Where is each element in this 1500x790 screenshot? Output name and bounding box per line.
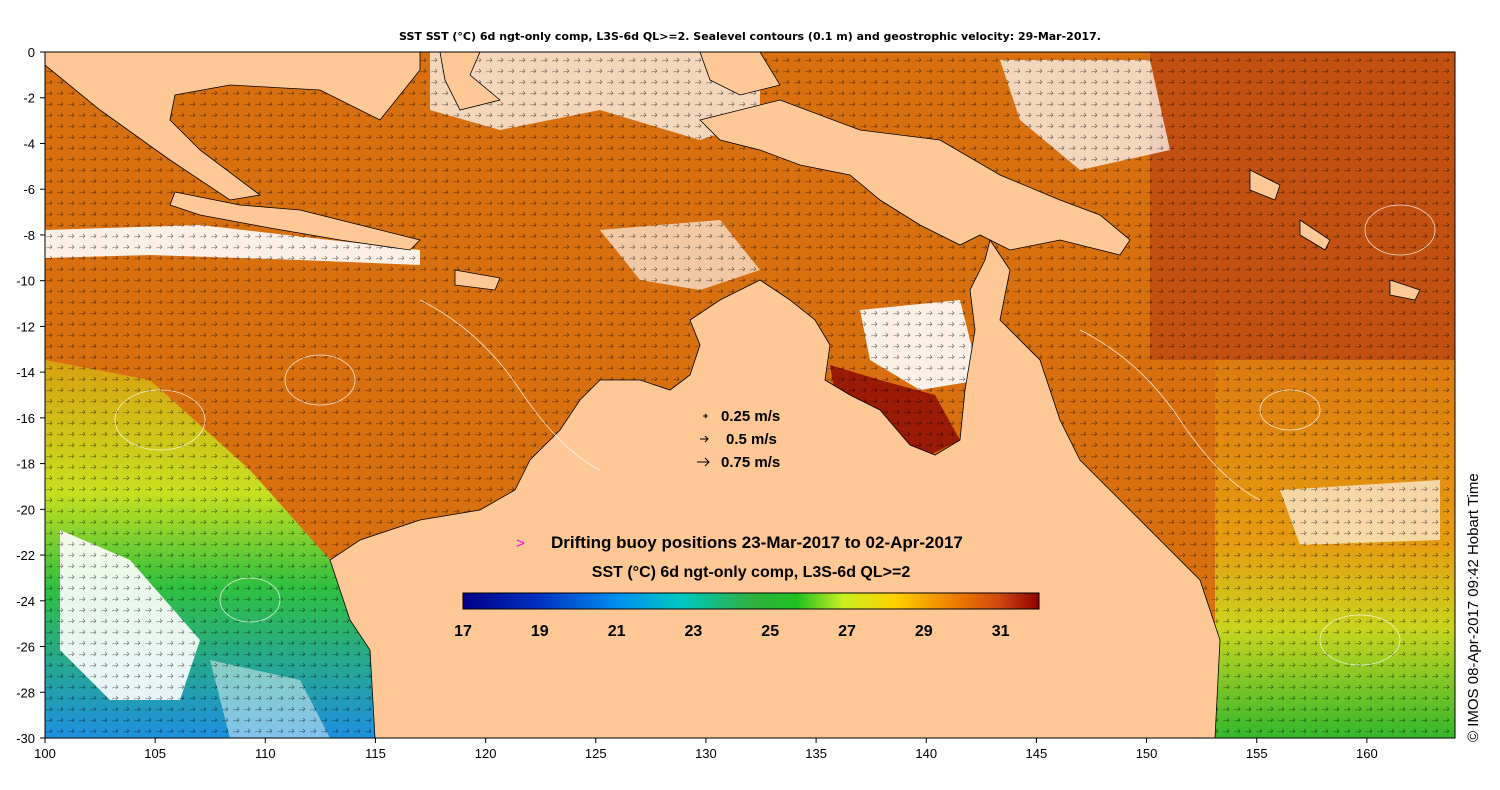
colorbar: SST (°C) 6d ngt-only comp, L3S-6d QL>=2 … (454, 564, 1040, 640)
colorbar-tick-label: 21 (608, 623, 626, 640)
colorbar-tick-label: 23 (685, 623, 703, 640)
land (44, 51, 1421, 739)
x-tick-label: 110 (255, 746, 276, 761)
y-tick-label: -22 (16, 548, 35, 563)
velocity-label-025: 0.25 m/s (721, 408, 780, 425)
x-tick-label: 105 (144, 746, 166, 761)
y-tick-label: -16 (16, 411, 35, 426)
buoy-legend-label: Drifting buoy positions 23-Mar-2017 to 0… (551, 533, 963, 552)
velocity-label-075: 0.75 m/s (721, 454, 780, 471)
x-tick-label: 100 (34, 746, 56, 761)
colorbar-tick-label: 27 (838, 623, 856, 640)
y-tick-label: -12 (16, 319, 35, 334)
buoy-marker: > (516, 535, 525, 552)
y-axis: 0 -2 -4 -6 -8 -10 -12 -14 -16 -18 -20 -22 -24 -26 -28 -… (16, 45, 45, 746)
velocity-label-05: 0.5 m/s (726, 431, 777, 448)
y-tick-label: -14 (16, 365, 35, 380)
land-australia (329, 239, 1221, 739)
y-tick-label: 0 (28, 45, 35, 60)
y-tick-label: -30 (16, 731, 35, 746)
x-tick-label: 150 (1136, 746, 1158, 761)
velocity-arrow-075 (697, 457, 710, 467)
y-tick-label: -26 (16, 640, 35, 655)
x-tick-label: 125 (585, 746, 607, 761)
y-tick-label: -24 (16, 594, 35, 609)
map-area (44, 51, 1456, 739)
colorbar-tick-label: 29 (915, 623, 933, 640)
colorbar-tick-label: 19 (531, 623, 549, 640)
x-tick-label: 120 (475, 746, 497, 761)
colorbar-tick-label: 17 (454, 623, 472, 640)
x-tick-label: 160 (1356, 746, 1378, 761)
y-tick-label: -28 (16, 685, 35, 700)
credit-text: © IMOS 08-Apr-2017 09:42 Hobart Time (1465, 473, 1482, 742)
y-tick-label: -8 (23, 228, 35, 243)
y-tick-label: -20 (16, 502, 35, 517)
y-tick-label: -2 (23, 91, 35, 106)
x-tick-label: 155 (1246, 746, 1268, 761)
buoy-legend: > Drifting buoy positions 23-Mar-2017 to… (516, 533, 963, 552)
colorbar-tick-label: 25 (761, 623, 779, 640)
colorbar-title: SST (°C) 6d ngt-only comp, L3S-6d QL>=2 (592, 564, 911, 581)
y-tick-label: -6 (23, 182, 35, 197)
y-tick-label: -4 (23, 136, 35, 151)
velocity-legend: 0.25 m/s 0.5 m/s 0.75 m/s (697, 408, 780, 471)
sealevel-contours (114, 204, 1436, 666)
x-tick-label: 135 (805, 746, 827, 761)
x-tick-label: 130 (695, 746, 717, 761)
x-tick-label: 115 (365, 746, 386, 761)
y-tick-label: -18 (16, 457, 35, 472)
colorbar-tick-label: 31 (992, 623, 1010, 640)
colorbar-gradient (462, 592, 1040, 610)
y-tick-label: -10 (16, 274, 35, 289)
velocity-arrow-025 (703, 413, 708, 419)
x-axis: 100 105 110 115 120 125 130 135 140 145 150 155 160 (34, 738, 1378, 761)
x-tick-label: 145 (1026, 746, 1048, 761)
map-title: SST SST (°C) 6d ngt-only comp, L3S-6d QL… (399, 30, 1101, 43)
land-new-guinea (699, 99, 1131, 256)
velocity-arrow-05 (700, 435, 709, 443)
x-tick-label: 140 (915, 746, 937, 761)
